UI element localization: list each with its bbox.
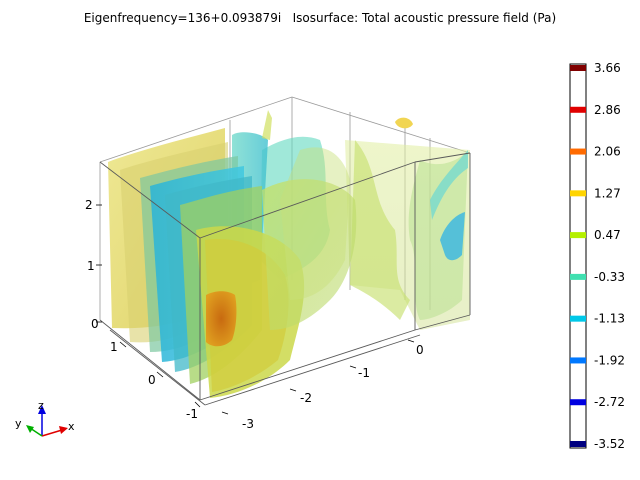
colorbar-label: 2.06 <box>594 145 621 159</box>
colorbar-swatch <box>570 106 586 113</box>
x-tick-minus2: -2 <box>300 391 312 405</box>
x-tick-minus3: -3 <box>242 417 254 431</box>
colorbar-swatch <box>570 190 586 197</box>
colorbar-label: -1.13 <box>594 312 625 326</box>
colorbar-swatch <box>570 65 586 71</box>
colorbar-swatch <box>570 399 586 406</box>
axis-triad: z x y <box>15 399 75 437</box>
x-tick-0: 0 <box>416 343 424 357</box>
colorbar-swatch <box>570 441 586 447</box>
y-tick-1: 1 <box>110 340 118 354</box>
axis-ticks <box>96 204 415 415</box>
triad-z-label: z <box>38 399 44 412</box>
colorbar-label: -3.52 <box>594 437 625 451</box>
y-tick-0: 0 <box>148 373 156 387</box>
colorbar-label: -1.92 <box>594 353 625 367</box>
y-tick-minus1: -1 <box>186 407 198 421</box>
colorbar-frame <box>569 63 587 449</box>
colorbar-swatch <box>570 232 586 239</box>
triad-y-label: y <box>15 417 22 430</box>
colorbar-labels: 3.66 2.86 2.06 1.27 0.47 -0.33 -1.13 -1.92 -2.72… <box>594 61 625 451</box>
triad-x-label: x <box>68 420 75 433</box>
colorbar-label: 3.66 <box>594 61 621 75</box>
plot-title: Eigenfrequency=136+0.093879i Isosurface:… <box>83 11 557 25</box>
colorbar-swatch <box>570 148 586 155</box>
z-tick-2: 2 <box>85 198 93 212</box>
colorbar-label: -0.33 <box>594 270 625 284</box>
colorbar-swatches <box>570 65 586 447</box>
colorbar-label: -2.72 <box>594 395 625 409</box>
colorbar-label: 1.27 <box>594 186 621 200</box>
isosurface-group <box>108 110 470 398</box>
colorbar-legend: 3.66 2.86 2.06 1.27 0.47 -0.33 -1.13 -1.92 -2.72… <box>569 61 625 451</box>
colorbar-label: 2.86 <box>594 103 621 117</box>
bounding-box-front <box>99 152 471 406</box>
colorbar-swatch <box>570 315 586 322</box>
colorbar-swatch <box>570 273 586 280</box>
z-tick-0: 0 <box>91 317 99 331</box>
colorbar-swatch <box>570 357 586 364</box>
x-tick-minus1: -1 <box>358 366 370 380</box>
colorbar-label: 0.47 <box>594 228 621 242</box>
z-tick-1: 1 <box>87 259 95 273</box>
